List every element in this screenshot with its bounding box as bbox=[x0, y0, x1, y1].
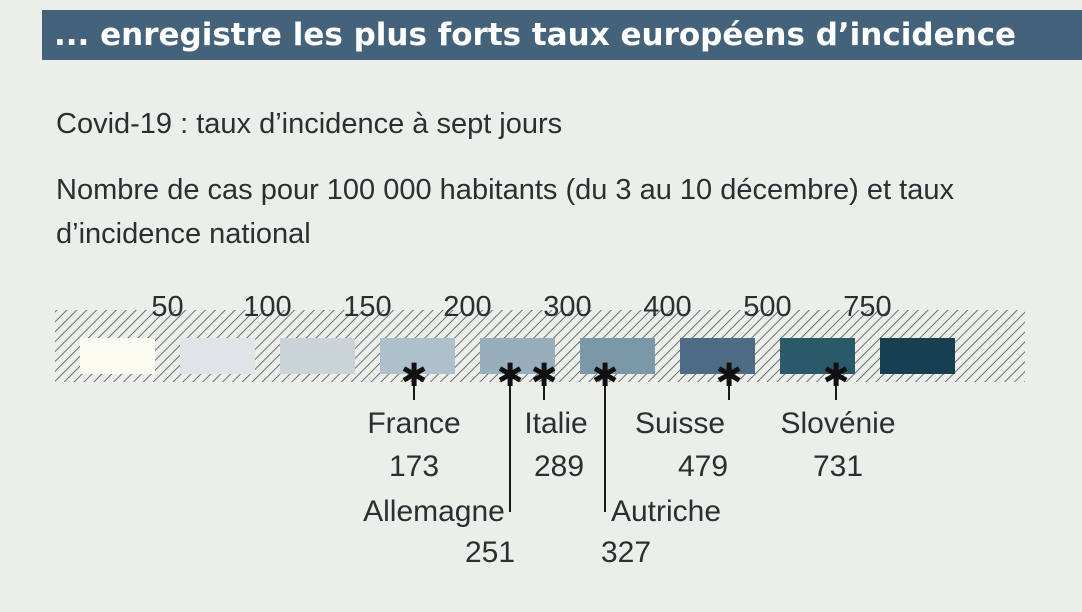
scale-swatch-9 bbox=[880, 338, 955, 374]
country-label-france: France bbox=[367, 407, 460, 440]
scale-swatch-3 bbox=[280, 338, 355, 374]
threshold-label: 150 bbox=[343, 291, 391, 323]
marker-suisse: ✱ bbox=[716, 357, 743, 393]
chart-description: Nombre de cas pour 100 000 habitants (du… bbox=[56, 174, 954, 250]
country-label-autriche: Autriche bbox=[611, 495, 721, 528]
scale-swatch-2 bbox=[180, 338, 255, 374]
value-label-italie: 289 bbox=[534, 450, 584, 483]
country-label-slovenie: Slovénie bbox=[780, 407, 895, 440]
marker-autriche: ✱ bbox=[592, 357, 619, 393]
scale-swatch-7 bbox=[680, 338, 755, 374]
value-label-slovenie: 731 bbox=[813, 450, 863, 483]
country-label-italie: Italie bbox=[524, 407, 587, 440]
scale-swatch-1 bbox=[80, 338, 155, 374]
threshold-label: 300 bbox=[543, 291, 591, 323]
value-label-suisse: 479 bbox=[678, 450, 728, 483]
threshold-label: 750 bbox=[843, 291, 891, 323]
value-label-france: 173 bbox=[389, 450, 439, 483]
marker-france: ✱ bbox=[401, 357, 428, 393]
threshold-label: 200 bbox=[443, 291, 491, 323]
scale-swatch-8 bbox=[780, 338, 855, 374]
threshold-label: 50 bbox=[151, 291, 183, 323]
marker-italie: ✱ bbox=[531, 357, 558, 393]
scale-swatch-6 bbox=[580, 338, 655, 374]
threshold-label: 100 bbox=[243, 291, 291, 323]
banner-title: ... enregistre les plus forts taux europ… bbox=[42, 10, 1082, 60]
country-label-suisse: Suisse bbox=[635, 407, 725, 440]
scale-swatch-5 bbox=[480, 338, 555, 374]
scale-swatch-4 bbox=[380, 338, 455, 374]
chart-subtitle: Covid-19 : taux d’incidence à sept jours bbox=[56, 108, 563, 140]
marker-allemagne: ✱ bbox=[497, 357, 524, 393]
country-label-allemagne: Allemagne bbox=[363, 495, 505, 528]
value-label-autriche: 327 bbox=[601, 536, 651, 569]
threshold-label: 500 bbox=[743, 291, 791, 323]
value-label-allemagne: 251 bbox=[465, 536, 515, 569]
marker-slovenie: ✱ bbox=[823, 357, 850, 393]
threshold-label: 400 bbox=[643, 291, 691, 323]
